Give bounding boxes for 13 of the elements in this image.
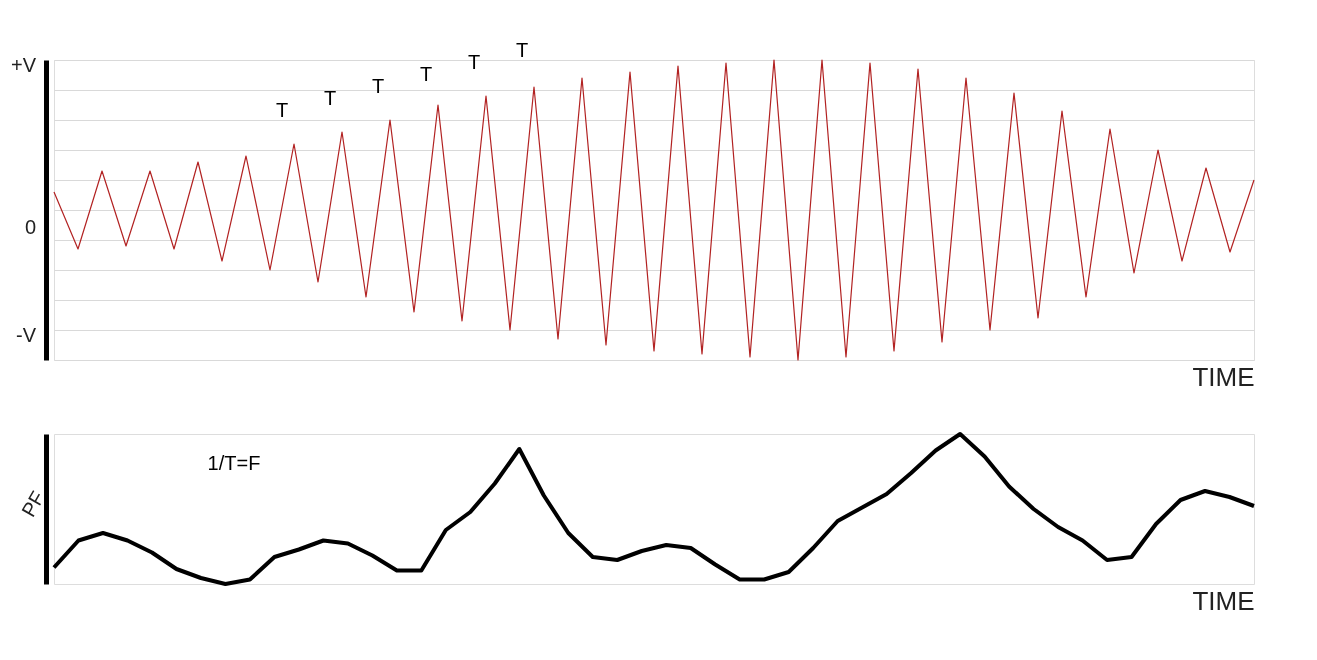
annotation: T <box>371 75 385 97</box>
text: -V <box>16 324 37 346</box>
x-axis-title: TIME <box>1192 585 1255 616</box>
annotation: T <box>467 51 481 73</box>
y-axis-title: PF <box>17 487 49 521</box>
x-axis-title: TIME <box>1192 361 1255 392</box>
annotation: T <box>419 63 433 85</box>
annotation: T <box>275 99 289 121</box>
annotation: T <box>515 39 529 61</box>
annotation: 1/T=F <box>207 452 261 474</box>
text: +V <box>10 54 37 76</box>
text: 0 <box>24 216 36 238</box>
annotation: T <box>323 87 337 109</box>
